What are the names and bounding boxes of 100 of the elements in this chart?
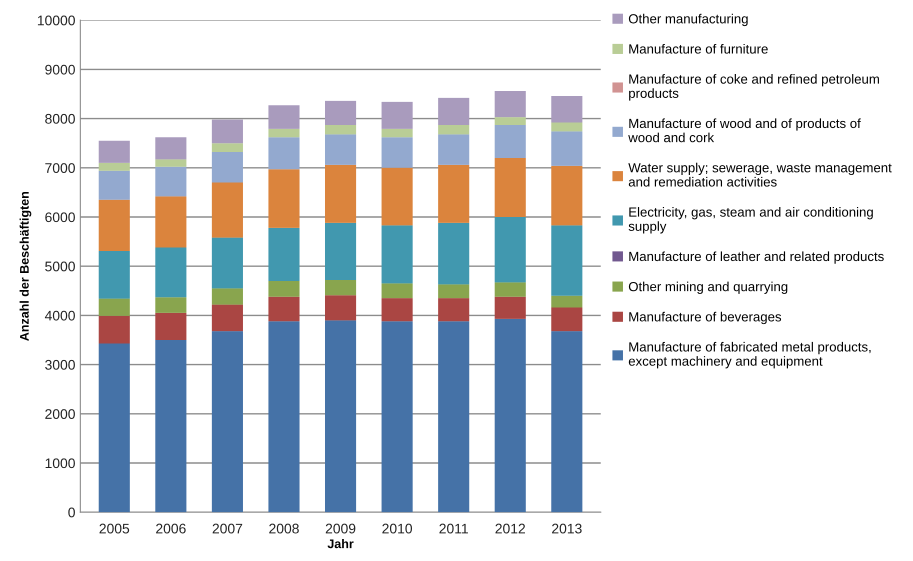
bar xyxy=(212,238,243,288)
bar xyxy=(382,225,413,284)
bar xyxy=(324,320,356,512)
bar xyxy=(268,137,300,170)
bar xyxy=(494,91,526,118)
bar xyxy=(155,196,186,248)
bar xyxy=(98,343,130,512)
bar xyxy=(382,283,413,298)
legend-label: Other manufacturing xyxy=(628,14,748,26)
x-tick-label: 2012 xyxy=(496,524,525,534)
bar xyxy=(324,295,356,320)
y-tick-label: 8000 xyxy=(45,114,75,124)
bar xyxy=(155,312,186,340)
bar xyxy=(551,131,582,166)
bar xyxy=(98,200,130,251)
x-tick-label: 2008 xyxy=(269,524,299,534)
bar xyxy=(382,298,413,322)
x-axis-title: Jahr xyxy=(328,539,354,548)
bar xyxy=(98,298,130,316)
bar xyxy=(382,321,413,512)
bar xyxy=(494,158,526,217)
bar xyxy=(551,331,582,512)
bar xyxy=(98,170,130,200)
bar xyxy=(382,128,413,138)
y-tick-label: 10000 xyxy=(38,16,75,26)
bar xyxy=(551,308,582,332)
bar xyxy=(98,316,130,344)
bar xyxy=(438,134,470,165)
legend-label: Manufacture of fabricated metal products, except machinery and equipment xyxy=(628,342,871,368)
bar xyxy=(324,124,356,134)
legend-label: Other mining and quarrying xyxy=(628,282,788,294)
bar xyxy=(551,296,582,308)
x-tick-label: 2006 xyxy=(156,524,186,534)
bar xyxy=(494,124,526,158)
x-tick-label: 2005 xyxy=(100,524,130,534)
bar xyxy=(212,288,243,305)
bar xyxy=(382,168,413,226)
bar xyxy=(212,143,243,152)
y-tick-label: 5000 xyxy=(45,262,75,272)
bar xyxy=(155,248,186,298)
y-tick-label: 2000 xyxy=(45,409,75,419)
x-tick-label: 2013 xyxy=(552,524,582,534)
y-axis-title: Anzahl der Beschäftigten xyxy=(20,192,32,341)
bar xyxy=(551,122,582,132)
bar xyxy=(324,164,356,223)
bar xyxy=(212,304,243,332)
y-tick-label: 0 xyxy=(68,508,75,518)
bar xyxy=(98,250,130,299)
bar xyxy=(98,140,130,163)
legend-label: Manufacture of furniture xyxy=(629,44,768,54)
bar xyxy=(268,296,300,322)
bar xyxy=(551,166,582,226)
y-tick-label: 4000 xyxy=(44,310,75,321)
bar xyxy=(268,321,300,512)
legend-label: Water supply; sewerage, waste management and remediation activities xyxy=(628,162,892,187)
bar xyxy=(155,166,186,196)
bar xyxy=(324,100,356,125)
bar xyxy=(438,98,470,125)
bar xyxy=(155,297,186,313)
bar xyxy=(494,296,526,319)
y-tick-label: 9000 xyxy=(45,64,75,75)
bar xyxy=(438,284,470,298)
bar xyxy=(324,134,356,165)
bar xyxy=(382,137,413,168)
bar xyxy=(438,321,470,512)
bar xyxy=(438,222,470,284)
bar xyxy=(155,137,186,160)
bar xyxy=(551,96,582,123)
bar xyxy=(155,159,186,167)
bar xyxy=(212,331,243,512)
x-tick-label: 2011 xyxy=(439,524,468,534)
bar xyxy=(268,280,300,297)
bar xyxy=(438,164,470,223)
bar xyxy=(155,340,186,512)
bar xyxy=(98,162,130,171)
bar xyxy=(324,222,356,280)
bar xyxy=(268,128,300,138)
x-tick-label: 2010 xyxy=(382,524,412,534)
y-tick-label: 7000 xyxy=(45,163,75,173)
bar xyxy=(438,298,470,322)
bar xyxy=(268,228,300,281)
bar xyxy=(212,182,243,238)
bar xyxy=(324,280,356,296)
bar xyxy=(382,102,413,129)
bar xyxy=(268,105,300,129)
legend-label: Manufacture of leather and related products xyxy=(629,251,884,264)
y-tick-label: 1000 xyxy=(46,458,75,468)
legend-label: Electricity, gas, steam and air conditioning supply xyxy=(628,207,873,234)
bar xyxy=(212,152,243,183)
y-tick-label: 3000 xyxy=(45,360,75,370)
legend-label: Manufacture of beverages xyxy=(629,312,782,324)
y-tick-label: 6000 xyxy=(45,212,75,222)
bar xyxy=(268,169,300,228)
bar xyxy=(494,318,526,512)
bar xyxy=(438,124,470,134)
bar xyxy=(494,216,526,282)
x-tick-label: 2009 xyxy=(326,524,356,534)
legend-label: Manufacture of wood and of products of wood and cork xyxy=(628,118,861,142)
legend-label: Manufacture of coke and refined petroleum products xyxy=(629,74,879,101)
bar xyxy=(494,282,526,297)
